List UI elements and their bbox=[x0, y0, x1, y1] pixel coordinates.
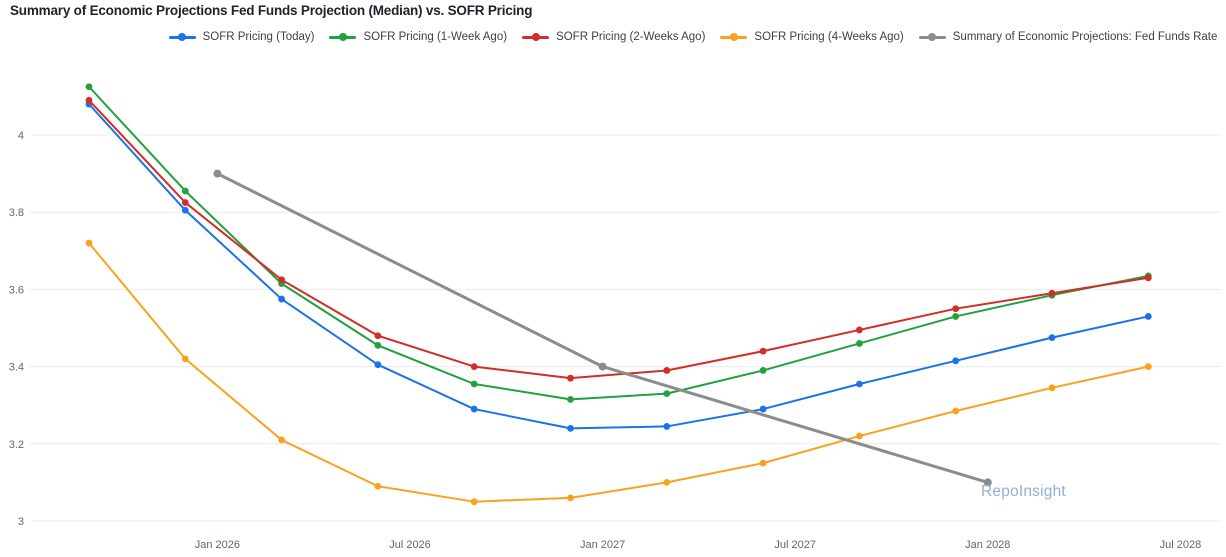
data-point[interactable] bbox=[374, 482, 382, 490]
data-point[interactable] bbox=[759, 347, 767, 355]
data-point[interactable] bbox=[374, 361, 382, 369]
data-point[interactable] bbox=[85, 83, 93, 91]
data-point[interactable] bbox=[663, 390, 671, 398]
legend: SOFR Pricing (Today) SOFR Pricing (1-Wee… bbox=[0, 31, 1226, 43]
series-line bbox=[88, 85, 1150, 401]
watermark: RepoInsight bbox=[981, 483, 1066, 500]
data-point[interactable] bbox=[856, 326, 863, 334]
data-point[interactable] bbox=[470, 363, 478, 370]
y-tick-label: 3.2 bbox=[9, 439, 24, 451]
data-point[interactable] bbox=[1048, 384, 1056, 392]
legend-item-sofr-today[interactable]: SOFR Pricing (Today) bbox=[168, 31, 315, 43]
data-point[interactable] bbox=[1048, 289, 1056, 297]
data-point[interactable] bbox=[1144, 363, 1152, 370]
data-point[interactable] bbox=[598, 362, 607, 371]
legend-marker-icon bbox=[168, 33, 196, 42]
data-point[interactable] bbox=[181, 199, 189, 206]
data-point[interactable] bbox=[181, 187, 189, 195]
x-tick-label: Jul 2027 bbox=[774, 539, 816, 551]
data-point[interactable] bbox=[952, 313, 960, 320]
data-point[interactable] bbox=[663, 479, 671, 486]
data-point[interactable] bbox=[759, 405, 767, 413]
data-point[interactable] bbox=[1144, 274, 1152, 282]
data-point[interactable] bbox=[1144, 313, 1152, 320]
y-tick-label: 3.8 bbox=[9, 207, 24, 219]
legend-marker-icon bbox=[522, 33, 550, 42]
data-point[interactable] bbox=[278, 295, 285, 303]
series-line bbox=[88, 99, 1150, 380]
data-point[interactable] bbox=[856, 380, 863, 388]
data-point[interactable] bbox=[1048, 334, 1056, 342]
data-point[interactable] bbox=[567, 494, 574, 502]
x-tick-label: Jul 2028 bbox=[1160, 539, 1202, 551]
data-point[interactable] bbox=[213, 169, 222, 178]
legend-item-label: Summary of Economic Projections: Fed Fun… bbox=[952, 31, 1218, 43]
data-point[interactable] bbox=[983, 478, 992, 487]
data-point[interactable] bbox=[952, 357, 960, 365]
data-point[interactable] bbox=[567, 424, 574, 432]
data-point[interactable] bbox=[663, 423, 671, 430]
x-tick-label: Jan 2026 bbox=[195, 539, 240, 551]
x-tick-label: Jan 2027 bbox=[580, 539, 625, 551]
legend-item-sofr-2-weeks-ago[interactable]: SOFR Pricing (2-Weeks Ago) bbox=[522, 31, 705, 43]
data-point[interactable] bbox=[374, 332, 382, 340]
legend-item-label: SOFR Pricing (4-Weeks Ago) bbox=[754, 31, 904, 43]
data-point[interactable] bbox=[181, 355, 189, 363]
data-point[interactable] bbox=[567, 396, 574, 403]
legend-item-sep-fed-funds[interactable]: Summary of Economic Projections: Fed Fun… bbox=[918, 31, 1218, 43]
y-tick-label: 3 bbox=[18, 516, 24, 528]
legend-marker-icon bbox=[918, 33, 946, 42]
x-tick-label: Jan 2028 bbox=[965, 539, 1010, 551]
data-point[interactable] bbox=[470, 405, 478, 413]
data-point[interactable] bbox=[85, 96, 93, 104]
data-point[interactable] bbox=[952, 407, 960, 415]
data-point[interactable] bbox=[759, 367, 767, 374]
data-point[interactable] bbox=[181, 206, 189, 214]
data-point[interactable] bbox=[278, 276, 285, 284]
data-point[interactable] bbox=[952, 305, 960, 313]
legend-item-label: SOFR Pricing (1-Week Ago) bbox=[363, 31, 508, 43]
chart-title: Summary of Economic Projections Fed Fund… bbox=[10, 3, 533, 18]
legend-item-sofr-1-week-ago[interactable]: SOFR Pricing (1-Week Ago) bbox=[329, 31, 507, 43]
data-point[interactable] bbox=[85, 239, 93, 247]
data-point[interactable] bbox=[470, 498, 478, 506]
legend-marker-icon bbox=[329, 33, 357, 42]
data-point[interactable] bbox=[856, 340, 863, 347]
data-point[interactable] bbox=[663, 367, 671, 374]
y-tick-label: 3.4 bbox=[9, 362, 24, 374]
data-point[interactable] bbox=[278, 436, 285, 444]
data-point[interactable] bbox=[567, 374, 574, 382]
data-point[interactable] bbox=[470, 380, 478, 388]
data-point[interactable] bbox=[374, 341, 382, 349]
data-point[interactable] bbox=[856, 432, 863, 440]
legend-item-label: SOFR Pricing (2-Weeks Ago) bbox=[556, 31, 706, 43]
x-tick-label: Jul 2026 bbox=[389, 539, 431, 551]
legend-item-label: SOFR Pricing (Today) bbox=[202, 31, 315, 43]
legend-marker-icon bbox=[720, 33, 748, 42]
data-point[interactable] bbox=[759, 459, 767, 467]
series-line bbox=[88, 103, 1150, 430]
y-tick-label: 3.6 bbox=[9, 284, 24, 296]
legend-item-sofr-4-weeks-ago[interactable]: SOFR Pricing (4-Weeks Ago) bbox=[720, 31, 904, 43]
y-tick-label: 4 bbox=[18, 130, 24, 142]
series-line bbox=[88, 242, 1150, 503]
